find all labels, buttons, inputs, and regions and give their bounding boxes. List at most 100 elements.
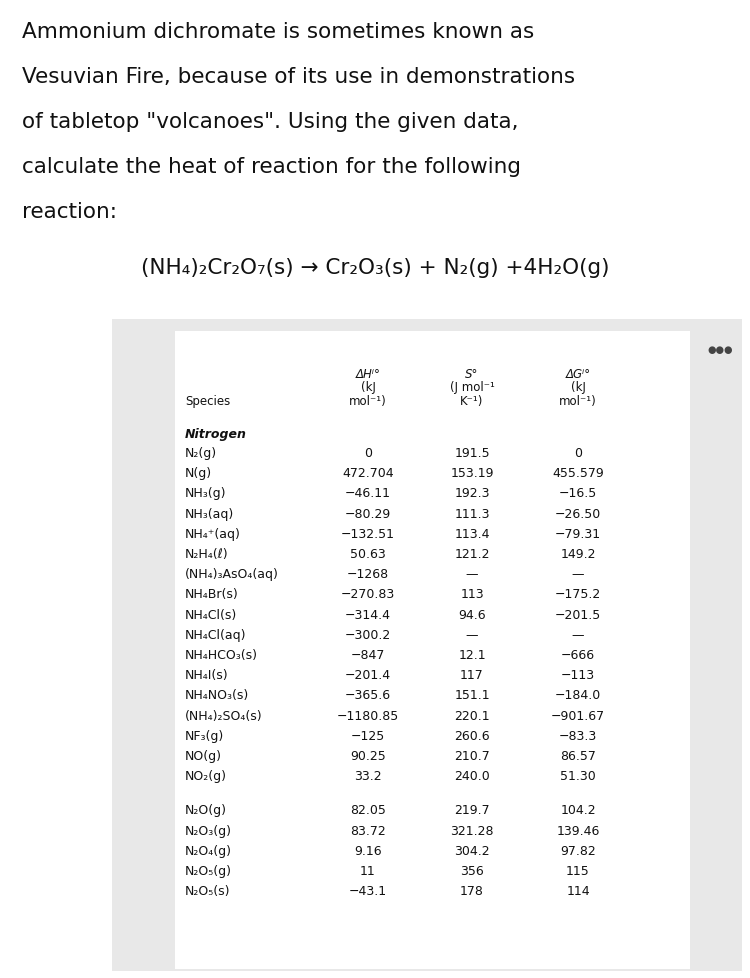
Text: NH₃(aq): NH₃(aq) xyxy=(185,507,234,520)
Text: N₂O₅(s): N₂O₅(s) xyxy=(185,884,230,897)
Text: N₂(g): N₂(g) xyxy=(185,447,218,460)
Text: −43.1: −43.1 xyxy=(349,884,387,897)
Text: 210.7: 210.7 xyxy=(454,749,490,762)
Text: 111.3: 111.3 xyxy=(454,507,490,520)
Text: N₂O(g): N₂O(g) xyxy=(185,804,227,817)
Text: —: — xyxy=(572,567,584,581)
Text: 9.16: 9.16 xyxy=(354,844,382,857)
Text: (NH₄)₂SO₄(s): (NH₄)₂SO₄(s) xyxy=(185,709,262,722)
Text: −901.67: −901.67 xyxy=(551,709,605,722)
Text: 0: 0 xyxy=(364,447,372,460)
Text: NH₄⁺(aq): NH₄⁺(aq) xyxy=(185,527,241,540)
Text: N₂O₄(g): N₂O₄(g) xyxy=(185,844,232,857)
Text: 83.72: 83.72 xyxy=(350,823,386,837)
Text: 94.6: 94.6 xyxy=(458,608,486,621)
Text: −847: −847 xyxy=(351,648,386,661)
Text: −365.6: −365.6 xyxy=(345,689,391,701)
Text: Ammonium dichromate is sometimes known as: Ammonium dichromate is sometimes known a… xyxy=(22,22,534,42)
Text: (kJ: (kJ xyxy=(361,380,376,393)
Text: 472.704: 472.704 xyxy=(342,467,394,480)
Text: 113: 113 xyxy=(460,588,484,600)
Text: 455.579: 455.579 xyxy=(552,467,604,480)
Text: —: — xyxy=(572,628,584,642)
Text: 304.2: 304.2 xyxy=(454,844,490,857)
Text: −184.0: −184.0 xyxy=(555,689,602,701)
Text: Nitrogen: Nitrogen xyxy=(185,427,247,440)
Text: 82.05: 82.05 xyxy=(350,804,386,817)
Text: −79.31: −79.31 xyxy=(555,527,601,540)
Text: NH₄I(s): NH₄I(s) xyxy=(185,669,229,682)
Text: −300.2: −300.2 xyxy=(345,628,392,642)
Text: (NH₄)₂Cr₂O₇(s) → Cr₂O₃(s) + N₂(g) +4H₂O(g): (NH₄)₂Cr₂O₇(s) → Cr₂O₃(s) + N₂(g) +4H₂O(… xyxy=(141,258,609,278)
Text: 192.3: 192.3 xyxy=(454,487,490,500)
Text: −175.2: −175.2 xyxy=(555,588,602,600)
Text: −46.11: −46.11 xyxy=(345,487,391,500)
Text: −26.50: −26.50 xyxy=(555,507,602,520)
Text: 117: 117 xyxy=(460,669,484,682)
Text: −201.4: −201.4 xyxy=(345,669,391,682)
Text: 33.2: 33.2 xyxy=(354,770,382,782)
Text: 321.28: 321.28 xyxy=(450,823,494,837)
Text: 151.1: 151.1 xyxy=(454,689,490,701)
Text: −16.5: −16.5 xyxy=(559,487,597,500)
Text: —: — xyxy=(466,567,478,581)
Text: NH₄HCO₃(s): NH₄HCO₃(s) xyxy=(185,648,258,661)
Text: 97.82: 97.82 xyxy=(560,844,596,857)
Text: ΔGⁱ°: ΔGⁱ° xyxy=(566,368,590,380)
Text: 86.57: 86.57 xyxy=(560,749,596,762)
Text: ●●●: ●●● xyxy=(707,344,733,355)
Text: mol⁻¹): mol⁻¹) xyxy=(559,394,597,408)
Text: 114: 114 xyxy=(566,884,590,897)
Text: Species: Species xyxy=(185,394,230,408)
Text: NH₄Cl(s): NH₄Cl(s) xyxy=(185,608,237,621)
Text: 104.2: 104.2 xyxy=(560,804,596,817)
Text: NH₃(g): NH₃(g) xyxy=(185,487,226,500)
Text: 113.4: 113.4 xyxy=(454,527,490,540)
Text: Vesuvian Fire, because of its use in demonstrations: Vesuvian Fire, because of its use in dem… xyxy=(22,67,575,87)
Text: mol⁻¹): mol⁻¹) xyxy=(349,394,387,408)
Text: 11: 11 xyxy=(360,865,376,877)
Text: of tabletop "volcanoes". Using the given data,: of tabletop "volcanoes". Using the given… xyxy=(22,111,518,132)
Text: NO(g): NO(g) xyxy=(185,749,222,762)
Text: −83.3: −83.3 xyxy=(559,729,597,742)
Text: 51.30: 51.30 xyxy=(560,770,596,782)
Text: (kJ: (kJ xyxy=(571,380,586,393)
Text: 240.0: 240.0 xyxy=(454,770,490,782)
Text: −314.4: −314.4 xyxy=(345,608,391,621)
Text: NO₂(g): NO₂(g) xyxy=(185,770,227,782)
Text: 149.2: 149.2 xyxy=(560,548,596,560)
Text: 356: 356 xyxy=(460,865,484,877)
Text: K⁻¹): K⁻¹) xyxy=(460,394,484,408)
Text: −132.51: −132.51 xyxy=(341,527,395,540)
Text: NH₄Br(s): NH₄Br(s) xyxy=(185,588,238,600)
Text: (NH₄)₃AsO₄(aq): (NH₄)₃AsO₄(aq) xyxy=(185,567,279,581)
Text: 219.7: 219.7 xyxy=(454,804,490,817)
Text: 260.6: 260.6 xyxy=(454,729,490,742)
Text: 12.1: 12.1 xyxy=(458,648,486,661)
Text: S°: S° xyxy=(465,368,478,380)
Text: NF₃(g): NF₃(g) xyxy=(185,729,224,742)
Text: —: — xyxy=(466,628,478,642)
Text: 220.1: 220.1 xyxy=(454,709,490,722)
Text: −113: −113 xyxy=(561,669,595,682)
Text: 0: 0 xyxy=(574,447,582,460)
Text: 90.25: 90.25 xyxy=(350,749,386,762)
Text: −201.5: −201.5 xyxy=(555,608,602,621)
Text: −125: −125 xyxy=(351,729,386,742)
Text: N₂O₃(g): N₂O₃(g) xyxy=(185,823,232,837)
Text: (J mol⁻¹: (J mol⁻¹ xyxy=(449,380,494,393)
Text: 178: 178 xyxy=(460,884,484,897)
Text: calculate the heat of reaction for the following: calculate the heat of reaction for the f… xyxy=(22,156,521,177)
Text: ΔHⁱ°: ΔHⁱ° xyxy=(356,368,380,380)
Text: NH₄NO₃(s): NH₄NO₃(s) xyxy=(185,689,249,701)
Text: 50.63: 50.63 xyxy=(350,548,386,560)
Text: 121.2: 121.2 xyxy=(454,548,490,560)
Text: −666: −666 xyxy=(561,648,595,661)
Text: NH₄Cl(aq): NH₄Cl(aq) xyxy=(185,628,247,642)
Text: −1180.85: −1180.85 xyxy=(337,709,399,722)
Text: −1268: −1268 xyxy=(347,567,389,581)
Text: −270.83: −270.83 xyxy=(340,588,395,600)
Text: N₂H₄(ℓ): N₂H₄(ℓ) xyxy=(185,548,229,560)
Text: 115: 115 xyxy=(566,865,590,877)
Text: 153.19: 153.19 xyxy=(450,467,494,480)
